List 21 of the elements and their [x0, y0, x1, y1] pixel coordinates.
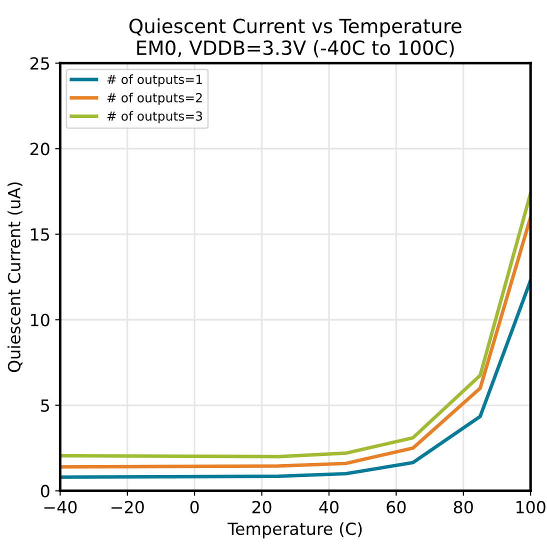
y-tick-label: 15 — [31, 228, 49, 241]
x-tick-label: 20 — [252, 500, 272, 514]
x-tick-label: 100 — [516, 500, 546, 514]
legend-label: # of outputs=3 — [107, 111, 202, 124]
y-tick-label: 20 — [30, 142, 50, 156]
x-tick-label: 80 — [454, 500, 473, 514]
x-tick-label: 40 — [319, 500, 338, 514]
y-tick-label: 10 — [31, 314, 50, 326]
x-tick-label: 60 — [386, 500, 406, 514]
legend-label: # of outputs=2 — [107, 92, 202, 105]
chart-title: Quiescent Current vs Temperature EM0, VDDB=3.3V (-40C to 100C) — [129, 18, 462, 58]
y-tick-label: 5 — [41, 399, 49, 412]
x-tick-label: −20 — [112, 500, 144, 514]
x-tick-label: 0 — [190, 500, 199, 514]
y-axis-title: Quiescent Current (uA) — [8, 182, 22, 372]
y-tick-label: 25 — [30, 57, 49, 70]
y-tick-label: 0 — [40, 484, 50, 498]
x-axis-title: Temperature (C) — [228, 522, 362, 538]
x-tick-label: −40 — [44, 500, 77, 514]
line-series — [60, 278, 531, 479]
legend-label: # of outputs=1 — [107, 74, 202, 87]
